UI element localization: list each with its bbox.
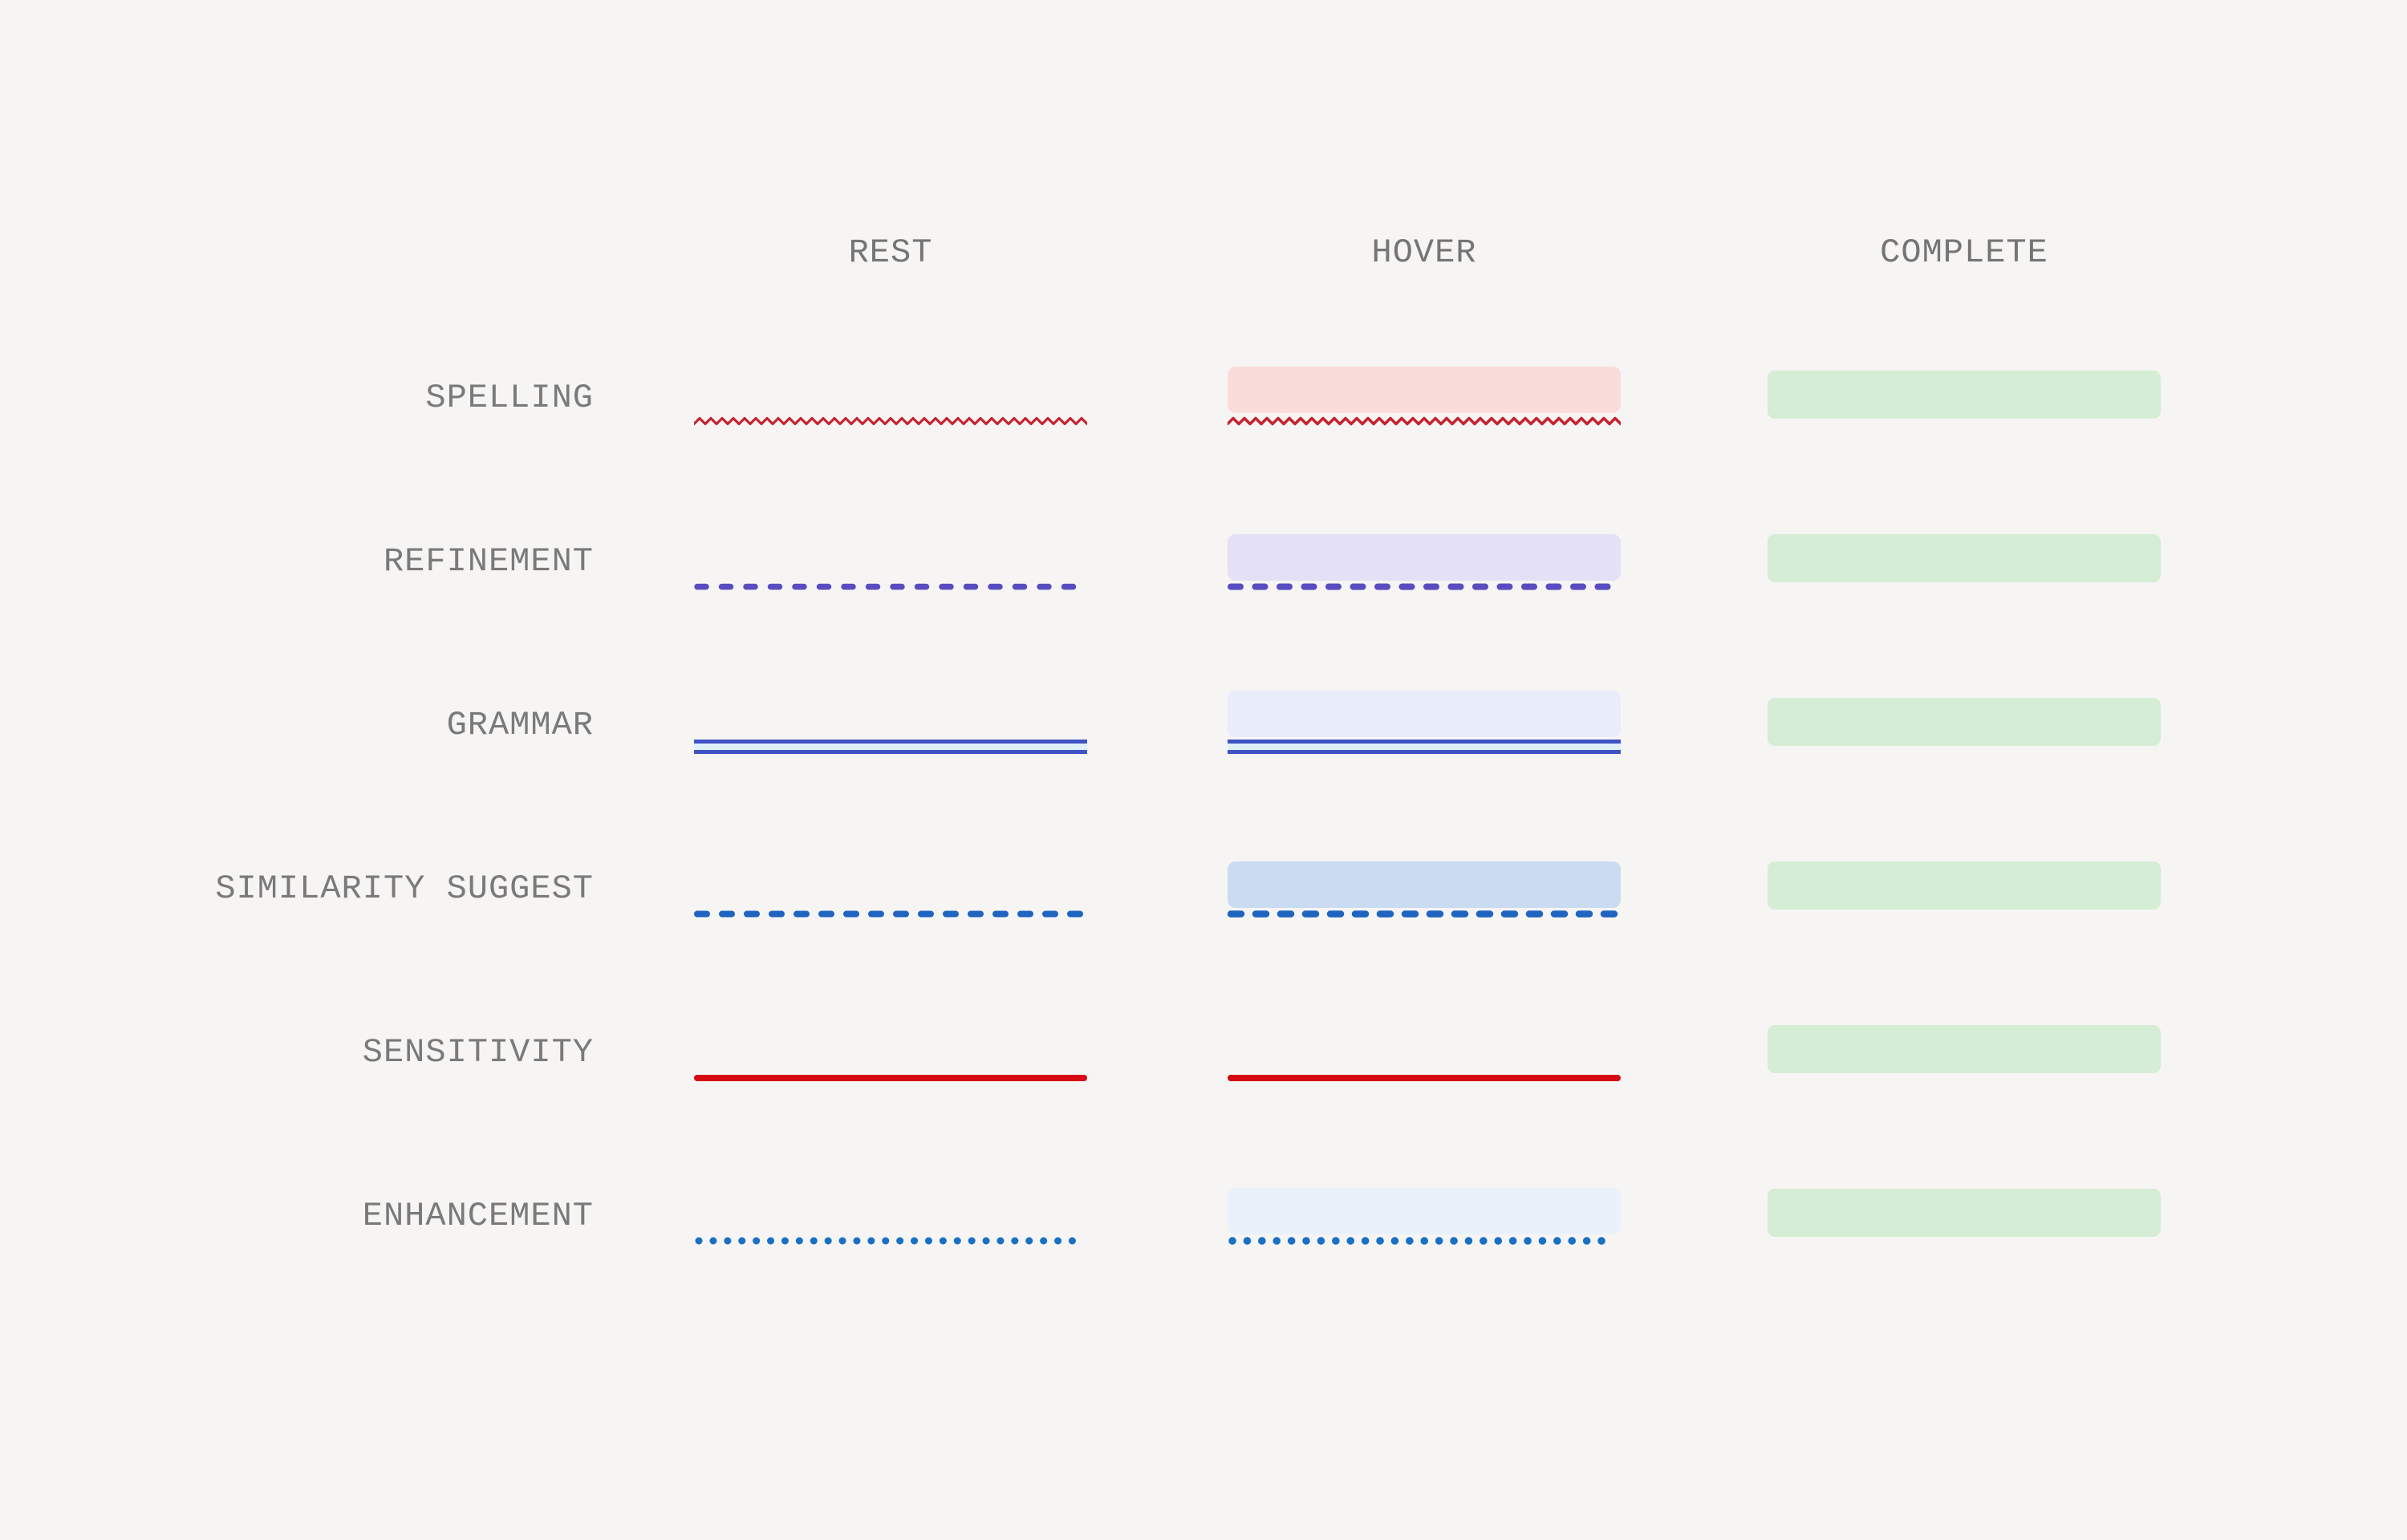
dashed-underline (694, 910, 1087, 918)
header-spacer (0, 236, 694, 316)
wavy-underline (1228, 415, 1621, 427)
row-refinement: REFINEMENT (0, 480, 2161, 643)
sensitivity-rest-cell (694, 971, 1087, 1134)
spelling-hover-cell (1228, 316, 1621, 480)
spelling-complete-cell (1768, 316, 2161, 480)
complete-highlight (1768, 698, 2161, 746)
refinement-complete-cell (1768, 480, 2161, 643)
sensitivity-hover-cell (1228, 971, 1621, 1134)
dotted-underline (1228, 1237, 1620, 1245)
row-label-grammar: GRAMMAR (446, 706, 594, 744)
double-underline (694, 740, 1087, 754)
hover-highlight (1228, 1188, 1621, 1234)
row-grammar: GRAMMAR (0, 643, 2161, 807)
enhancement-hover-cell (1228, 1134, 1621, 1298)
refinement-rest-cell (694, 480, 1087, 643)
hover-highlight (1228, 861, 1621, 908)
grammar-hover-cell (1228, 643, 1621, 807)
similarity-rest-cell (694, 807, 1087, 971)
solid-underline (1228, 1075, 1621, 1081)
grammar-rest-cell (694, 643, 1087, 807)
sensitivity-complete-cell (1768, 971, 2161, 1134)
double-underline (1228, 740, 1621, 754)
column-header-rest: REST (848, 233, 933, 272)
complete-highlight (1768, 1025, 2161, 1073)
complete-highlight (1768, 371, 2161, 419)
dotted-underline (695, 1237, 1086, 1245)
solid-underline (694, 1075, 1087, 1081)
column-header-row: REST HOVER COMPLETE (0, 0, 2161, 316)
dashed-underline (694, 583, 1087, 590)
row-label-enhancement: ENHANCEMENT (362, 1197, 594, 1235)
similarity-hover-cell (1228, 807, 1621, 971)
row-label-similarity-suggest: SIMILARITY SUGGEST (215, 869, 594, 908)
row-spelling: SPELLING (0, 316, 2161, 480)
row-label-refinement: REFINEMENT (383, 542, 594, 581)
dashed-underline (1228, 583, 1621, 590)
enhancement-rest-cell (694, 1134, 1087, 1298)
row-label-sensitivity: SENSITIVITY (362, 1033, 594, 1072)
spelling-rest-cell (694, 316, 1087, 480)
wavy-underline (694, 415, 1087, 427)
enhancement-complete-cell (1768, 1134, 2161, 1298)
column-header-complete: COMPLETE (1880, 233, 2048, 272)
column-header-hover: HOVER (1371, 233, 1477, 272)
complete-highlight (1768, 861, 2161, 910)
row-similarity-suggest: SIMILARITY SUGGEST (0, 807, 2161, 971)
state-matrix: REST HOVER COMPLETE SPELLING (0, 0, 2161, 1298)
grammar-complete-cell (1768, 643, 2161, 807)
row-sensitivity: SENSITIVITY (0, 971, 2161, 1134)
hover-highlight (1228, 534, 1621, 581)
row-enhancement: ENHANCEMENT (0, 1134, 2161, 1298)
hover-highlight (1228, 1026, 1621, 1072)
similarity-complete-cell (1768, 807, 2161, 971)
row-label-spelling: SPELLING (425, 379, 594, 417)
hover-highlight (1228, 367, 1621, 413)
hover-highlight (1228, 691, 1621, 737)
complete-highlight (1768, 534, 2161, 582)
complete-highlight (1768, 1189, 2161, 1237)
dashed-underline (1228, 910, 1621, 918)
refinement-hover-cell (1228, 480, 1621, 643)
